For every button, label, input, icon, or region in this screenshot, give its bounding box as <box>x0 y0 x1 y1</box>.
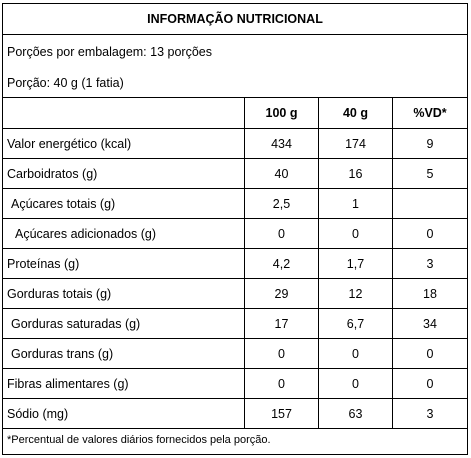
value-40g: 1 <box>318 189 392 218</box>
table-row: Gorduras saturadas (g) 17 6,7 34 <box>3 309 467 339</box>
value-vd: 0 <box>392 339 467 368</box>
value-40g: 174 <box>318 129 392 158</box>
table-row: Gorduras trans (g) 0 0 0 <box>3 339 467 369</box>
value-vd: 0 <box>392 369 467 398</box>
value-100g: 0 <box>244 219 318 248</box>
value-100g: 4,2 <box>244 249 318 278</box>
value-100g: 17 <box>244 309 318 338</box>
value-100g: 0 <box>244 339 318 368</box>
servings-row: Porções por embalagem: 13 porções <box>3 35 467 68</box>
value-vd: 9 <box>392 129 467 158</box>
row-label: Açúcares totais (g) <box>11 196 116 211</box>
column-header-40g: 40 g <box>318 98 392 128</box>
row-label: Gorduras totais (g) <box>7 286 112 301</box>
value-vd: 3 <box>392 399 467 428</box>
value-40g: 0 <box>318 339 392 368</box>
table-row: Valor energético (kcal) 434 174 9 <box>3 129 467 159</box>
value-100g: 2,5 <box>244 189 318 218</box>
column-header-100g: 100 g <box>244 98 318 128</box>
value-40g: 0 <box>318 219 392 248</box>
table-row: Gorduras totais (g) 29 12 18 <box>3 279 467 309</box>
value-40g: 63 <box>318 399 392 428</box>
table-title: INFORMAÇÃO NUTRICIONAL <box>147 12 323 26</box>
header-blank <box>3 98 244 128</box>
value-40g: 6,7 <box>318 309 392 338</box>
value-100g: 0 <box>244 369 318 398</box>
table-row: Fibras alimentares (g) 0 0 0 <box>3 369 467 399</box>
value-vd: 18 <box>392 279 467 308</box>
value-vd: 34 <box>392 309 467 338</box>
value-40g: 1,7 <box>318 249 392 278</box>
value-40g: 12 <box>318 279 392 308</box>
value-vd <box>392 189 467 218</box>
column-header-vd: %VD* <box>392 98 467 128</box>
row-label: Sódio (mg) <box>7 406 69 421</box>
table-row: Sódio (mg) 157 63 3 <box>3 399 467 429</box>
value-40g: 0 <box>318 369 392 398</box>
value-100g: 434 <box>244 129 318 158</box>
row-label: Carboidratos (g) <box>7 166 98 181</box>
column-header-row: 100 g 40 g %VD* <box>3 98 467 129</box>
value-40g: 16 <box>318 159 392 188</box>
value-100g: 40 <box>244 159 318 188</box>
value-vd: 5 <box>392 159 467 188</box>
row-label: Valor energético (kcal) <box>7 136 132 151</box>
footnote: *Percentual de valores diários fornecido… <box>7 434 271 446</box>
value-vd: 0 <box>392 219 467 248</box>
row-label: Fibras alimentares (g) <box>7 376 129 391</box>
row-label: Açúcares adicionados (g) <box>15 226 157 241</box>
serving-size-row: Porção: 40 g (1 fatia) <box>3 68 467 98</box>
table-row: Açúcares totais (g) 2,5 1 <box>3 189 467 219</box>
row-label: Proteínas (g) <box>7 256 80 271</box>
value-100g: 157 <box>244 399 318 428</box>
title-row: INFORMAÇÃO NUTRICIONAL <box>3 4 467 35</box>
value-vd: 3 <box>392 249 467 278</box>
servings-per-package: Porções por embalagem: 13 porções <box>7 44 212 59</box>
table-row: Açúcares adicionados (g) 0 0 0 <box>3 219 467 249</box>
nutrition-facts-table: INFORMAÇÃO NUTRICIONAL Porções por embal… <box>2 3 468 455</box>
row-label: Gorduras trans (g) <box>11 346 114 361</box>
table-row: Carboidratos (g) 40 16 5 <box>3 159 467 189</box>
row-label: Gorduras saturadas (g) <box>11 316 141 331</box>
table-row: Proteínas (g) 4,2 1,7 3 <box>3 249 467 279</box>
value-100g: 29 <box>244 279 318 308</box>
serving-size: Porção: 40 g (1 fatia) <box>7 75 124 90</box>
